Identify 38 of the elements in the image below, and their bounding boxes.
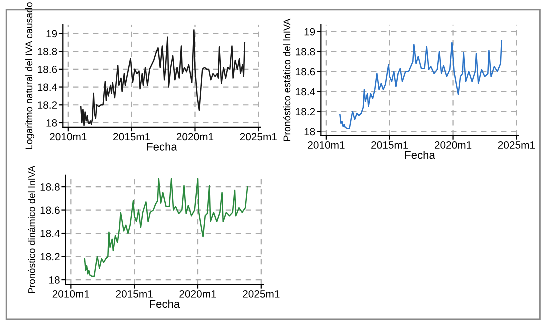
x-tick-label: 2015m1 [116, 290, 153, 298]
y-axis-title: Logaritmo natural del IVA causado [25, 2, 35, 150]
y-tick-label: 18.8 [296, 48, 316, 56]
y-tick-label: 19 [46, 30, 58, 38]
x-tick-label: 2010m1 [308, 142, 345, 149]
y-axis-title: Pronóstico dinámico del lnIVA [28, 166, 36, 294]
x-axis-title: Fecha [147, 142, 178, 151]
y-tick-label: 18.2 [40, 253, 60, 261]
x-tick-label: 2020m1 [176, 133, 214, 141]
y-tick-label: 18 [46, 119, 58, 127]
x-tick-label: 2010m1 [52, 290, 90, 298]
y-tick-label: 18 [50, 276, 60, 284]
line-series [84, 178, 248, 278]
line-series [80, 30, 246, 126]
y-tick-label: 18.6 [38, 66, 58, 74]
x-tick-label: 2020m1 [180, 290, 216, 298]
y-tick-label: 18 [304, 128, 316, 136]
x-tick-label: 2025m1 [498, 142, 536, 149]
y-tick-label: 19 [304, 28, 316, 36]
y-tick-label: 18.8 [38, 48, 58, 56]
x-axis-title: Fecha [150, 300, 180, 308]
y-tick-label: 18.4 [40, 230, 60, 238]
y-axis-title: Pronóstico estático del lnIVA [283, 18, 291, 141]
x-tick-label: 2015m1 [114, 133, 150, 141]
x-tick-label: 2020m1 [434, 142, 472, 149]
y-tick-label: 18.2 [38, 102, 58, 110]
x-tick-label: 2025m1 [243, 290, 280, 298]
x-tick-label: 2025m1 [240, 133, 277, 141]
y-tick-label: 18.4 [38, 84, 58, 92]
y-tick-label: 18.2 [296, 108, 316, 116]
x-tick-label: 2010m1 [50, 133, 87, 141]
y-tick-label: 18.4 [296, 88, 316, 96]
x-axis-title: Fecha [405, 150, 436, 160]
y-tick-label: 18.8 [40, 184, 60, 191]
y-tick-label: 18.6 [296, 68, 316, 76]
line-series [340, 40, 503, 130]
x-tick-label: 2015m1 [372, 142, 408, 149]
y-tick-label: 18.6 [40, 206, 60, 214]
